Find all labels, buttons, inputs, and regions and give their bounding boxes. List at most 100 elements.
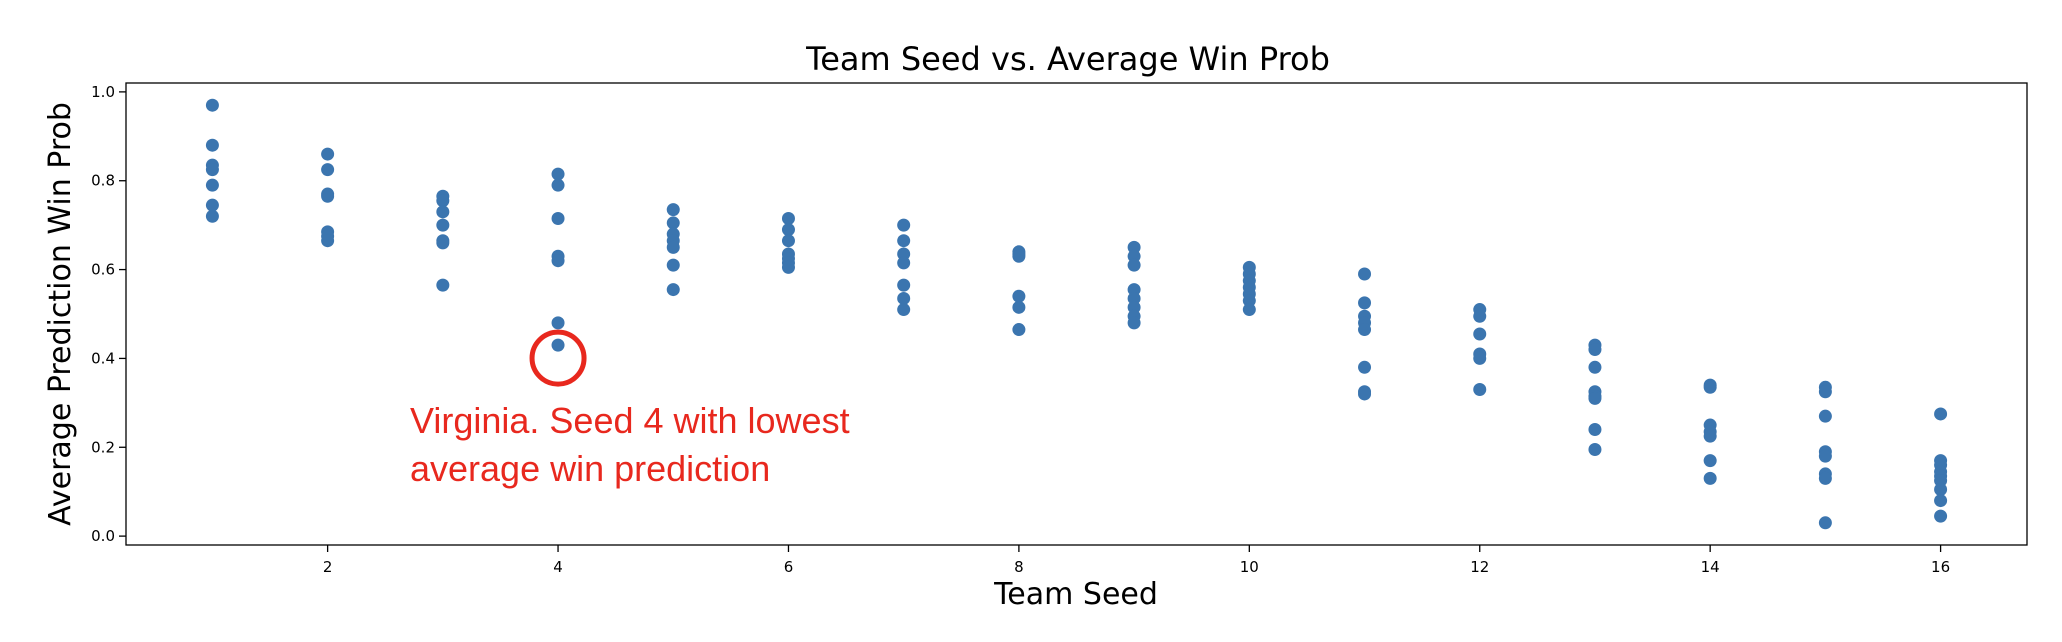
plot-frame bbox=[125, 82, 2028, 546]
data-point bbox=[1588, 343, 1602, 357]
data-point bbox=[205, 198, 219, 212]
data-point bbox=[1818, 449, 1832, 463]
y-tick-label: 0.4 bbox=[91, 349, 115, 367]
data-point bbox=[205, 138, 219, 152]
data-point bbox=[1242, 294, 1256, 308]
data-point bbox=[1703, 471, 1717, 485]
data-point bbox=[1012, 289, 1026, 303]
data-point bbox=[1934, 407, 1948, 421]
data-point bbox=[1127, 300, 1141, 314]
data-point bbox=[781, 260, 795, 274]
data-point bbox=[781, 223, 795, 237]
x-tick-label: 4 bbox=[553, 558, 563, 576]
data-point bbox=[551, 167, 565, 181]
data-point bbox=[1588, 442, 1602, 456]
y-axis-label: Average Prediction Win Prob bbox=[43, 102, 78, 526]
data-point bbox=[897, 234, 911, 248]
data-point bbox=[205, 163, 219, 177]
data-point bbox=[1703, 429, 1717, 443]
data-point bbox=[1473, 351, 1487, 365]
data-point bbox=[551, 316, 565, 330]
data-point bbox=[1358, 360, 1372, 374]
x-tick-label: 2 bbox=[323, 558, 333, 576]
data-point bbox=[205, 178, 219, 192]
y-tick-label: 0.2 bbox=[91, 438, 115, 456]
y-tick-label: 0.6 bbox=[91, 261, 115, 279]
x-tick-label: 8 bbox=[1014, 558, 1024, 576]
data-point bbox=[436, 278, 450, 292]
data-point bbox=[436, 205, 450, 219]
y-tick-label: 0.0 bbox=[91, 527, 115, 545]
data-point bbox=[1703, 380, 1717, 394]
data-point bbox=[1127, 240, 1141, 254]
data-points bbox=[205, 98, 1948, 530]
x-tick-label: 14 bbox=[1701, 558, 1720, 576]
y-tick-label: 1.0 bbox=[91, 83, 115, 101]
data-point bbox=[1127, 316, 1141, 330]
data-point bbox=[1358, 387, 1372, 401]
data-point bbox=[1127, 291, 1141, 305]
chart-title: Team Seed vs. Average Win Prob bbox=[805, 40, 1330, 78]
highlight-circle bbox=[529, 329, 587, 387]
x-axis-label: Team Seed bbox=[993, 577, 1158, 612]
data-point bbox=[897, 218, 911, 232]
annotation-text: average win prediction bbox=[410, 448, 770, 489]
data-point bbox=[897, 256, 911, 270]
data-point bbox=[1588, 423, 1602, 436]
data-point bbox=[1012, 300, 1026, 314]
data-point bbox=[321, 163, 335, 177]
data-point bbox=[205, 209, 219, 223]
data-point bbox=[551, 254, 565, 268]
data-point bbox=[1703, 454, 1717, 468]
data-point bbox=[1818, 516, 1832, 530]
data-point bbox=[897, 291, 911, 305]
data-point bbox=[1818, 385, 1832, 399]
data-point bbox=[1127, 249, 1141, 263]
data-point bbox=[1473, 327, 1487, 341]
data-point bbox=[666, 203, 680, 217]
data-point bbox=[1358, 296, 1372, 310]
x-axis: 2 4 6 8 10 12 14 16 bbox=[323, 545, 1950, 576]
data-point bbox=[1818, 471, 1832, 485]
data-point bbox=[1473, 309, 1487, 323]
data-point bbox=[205, 98, 219, 112]
data-point bbox=[666, 258, 680, 272]
data-point bbox=[1934, 474, 1948, 488]
data-point bbox=[1588, 391, 1602, 405]
data-point bbox=[897, 278, 911, 292]
data-point bbox=[781, 211, 795, 225]
data-point bbox=[1934, 494, 1948, 508]
data-point bbox=[897, 303, 911, 317]
x-tick-label: 10 bbox=[1240, 558, 1259, 576]
data-point bbox=[897, 247, 911, 261]
data-point bbox=[1358, 267, 1372, 281]
data-point bbox=[1358, 323, 1372, 337]
x-tick-label: 16 bbox=[1931, 558, 1950, 576]
data-point bbox=[1242, 303, 1256, 317]
data-point bbox=[551, 178, 565, 192]
data-point bbox=[436, 218, 450, 232]
data-point bbox=[436, 236, 450, 250]
data-point bbox=[1818, 409, 1832, 423]
data-point bbox=[321, 189, 335, 203]
data-point bbox=[1127, 258, 1141, 272]
data-point bbox=[1934, 482, 1948, 496]
annotation: Virginia. Seed 4 with lowest average win … bbox=[410, 329, 850, 489]
x-tick-label: 12 bbox=[1470, 558, 1489, 576]
x-tick-label: 6 bbox=[784, 558, 794, 576]
data-point bbox=[1012, 249, 1026, 263]
data-point bbox=[666, 283, 680, 297]
data-point bbox=[1934, 509, 1948, 523]
data-point bbox=[551, 211, 565, 225]
data-point bbox=[666, 240, 680, 254]
data-point bbox=[1012, 323, 1026, 337]
data-point bbox=[436, 194, 450, 208]
data-point bbox=[1127, 283, 1141, 297]
data-point bbox=[321, 147, 335, 161]
data-point bbox=[1473, 383, 1487, 397]
data-point bbox=[1588, 360, 1602, 374]
y-axis: 0.0 0.2 0.4 0.6 0.8 1.0 bbox=[91, 83, 126, 545]
y-tick-label: 0.8 bbox=[91, 172, 115, 190]
data-point bbox=[551, 338, 565, 352]
